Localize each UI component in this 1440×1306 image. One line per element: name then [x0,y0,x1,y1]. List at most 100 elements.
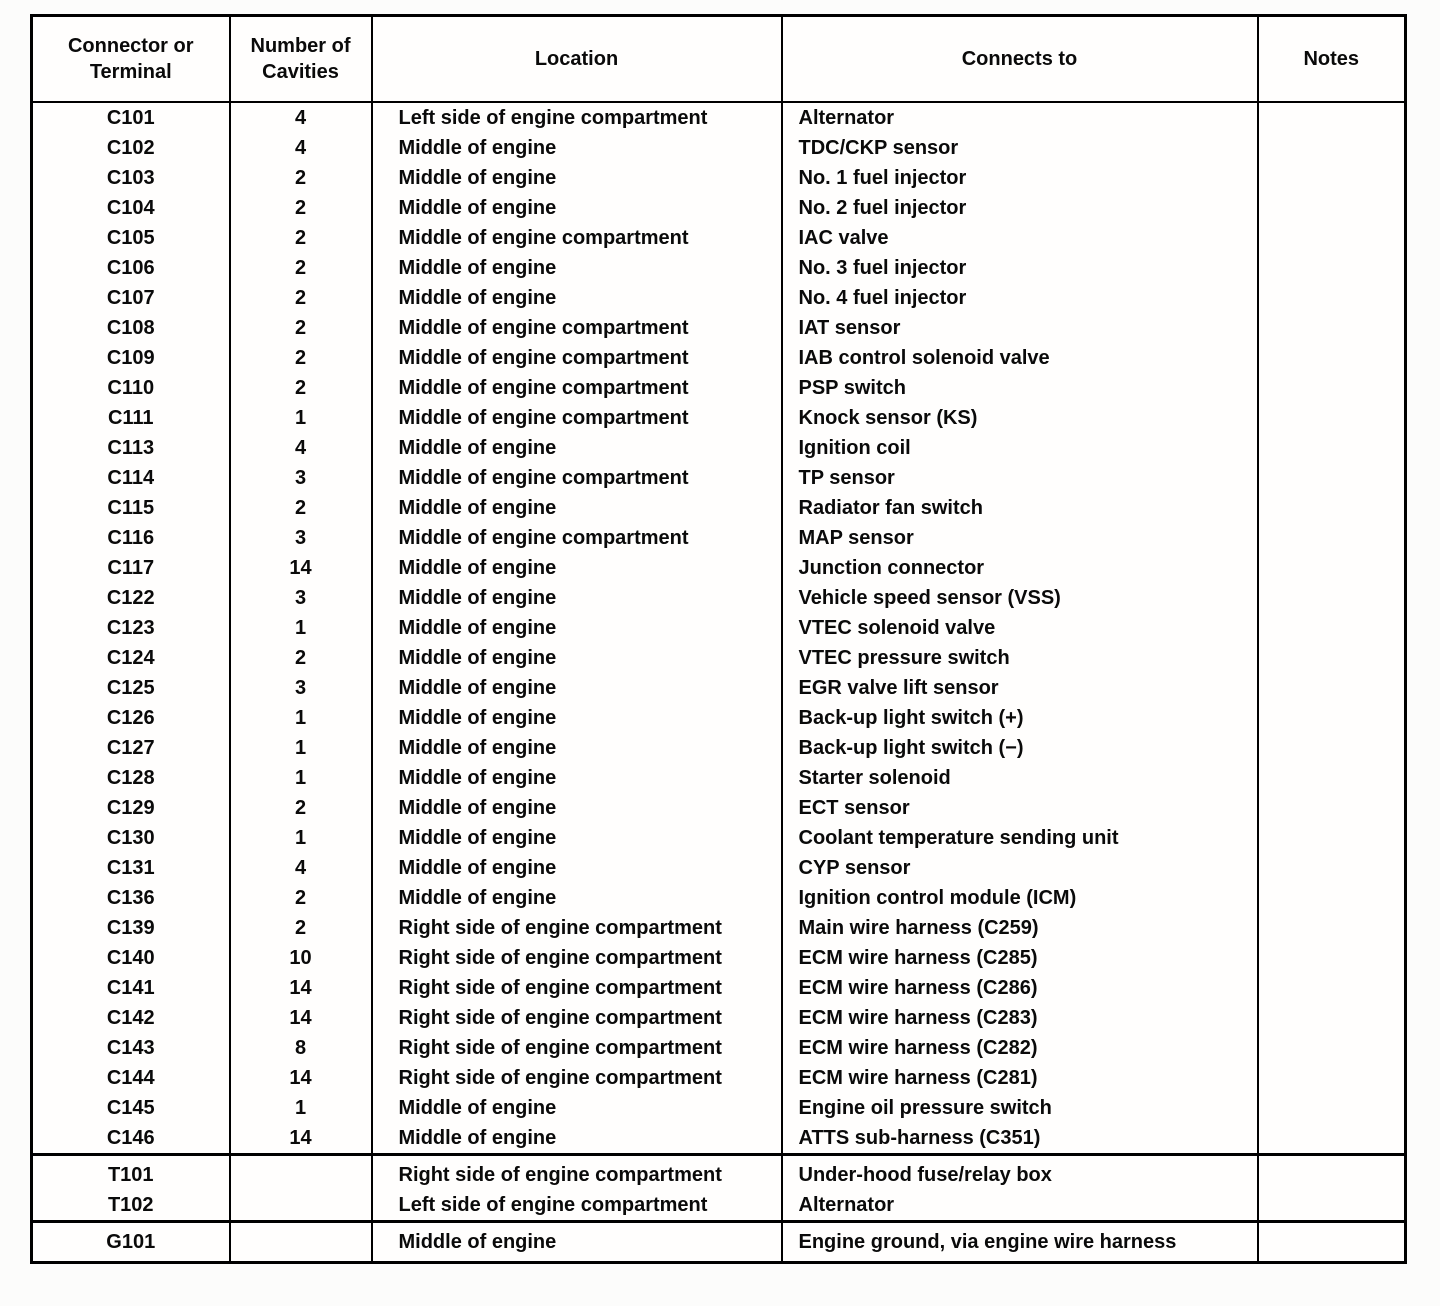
location-cell: Middle of engine [370,1123,783,1155]
table-row: C113 4 Middle of engine Ignition coil [30,433,1407,463]
location-cell: Left side of engine compartment [370,102,783,133]
notes-cell [1256,403,1407,433]
connects-to-cell: Coolant temperature sending unit [780,823,1259,853]
notes-cell [1256,943,1407,973]
notes-cell [1256,433,1407,463]
location-cell: Middle of engine compartment [370,373,783,403]
table-row: C127 1 Middle of engine Back-up light switc… [30,733,1407,763]
notes-cell [1256,613,1407,643]
cavities-cell: 3 [228,523,373,553]
location-cell: Right side of engine compartment [370,1033,783,1063]
table-row: C102 4 Middle of engine TDC/CKP sensor [30,133,1407,163]
location-cell: Middle of engine [370,793,783,823]
notes-cell [1256,493,1407,523]
location-cell: Middle of engine [370,1220,783,1263]
location-cell: Middle of engine compartment [370,223,783,253]
connects-to-cell: IAT sensor [780,313,1259,343]
table-row: C105 2 Middle of engine compartment IAC val… [30,223,1407,253]
connects-to-cell: No. 2 fuel injector [780,193,1259,223]
notes-cell [1256,973,1407,1003]
location-cell: Right side of engine compartment [370,1063,783,1093]
cavities-cell: 2 [228,313,373,343]
cavities-cell: 10 [228,943,373,973]
notes-cell [1256,193,1407,223]
location-cell: Middle of engine [370,673,783,703]
table-row: C106 2 Middle of engine No. 3 fuel injector [30,253,1407,283]
location-cell: Middle of engine [370,883,783,913]
location-cell: Middle of engine compartment [370,343,783,373]
notes-cell [1256,703,1407,733]
connector-cell: C142 [30,1003,231,1033]
table-row: C124 2 Middle of engine VTEC pressure switc… [30,643,1407,673]
cavities-cell: 14 [228,973,373,1003]
location-cell: Left side of engine compartment [370,1190,783,1222]
connects-to-cell: Radiator fan switch [780,493,1259,523]
table-row: C103 2 Middle of engine No. 1 fuel injector [30,163,1407,193]
connector-cell: C115 [30,493,231,523]
cavities-cell: 2 [228,373,373,403]
connects-to-cell: Main wire harness (C259) [780,913,1259,943]
cavities-cell: 1 [228,733,373,763]
cavities-cell: 2 [228,253,373,283]
notes-cell [1256,253,1407,283]
table-row: C145 1 Middle of engine Engine oil pressure… [30,1093,1407,1123]
header-row: Connector or Terminal Number of Cavities… [30,15,1407,103]
table-row: C115 2 Middle of engine Radiator fan switch [30,493,1407,523]
notes-cell [1256,1033,1407,1063]
connector-cell: T101 [30,1153,231,1190]
cavities-cell [228,1220,373,1263]
notes-cell [1256,793,1407,823]
cavities-cell: 2 [228,163,373,193]
notes-cell [1256,133,1407,163]
notes-cell [1256,673,1407,703]
connector-cell: C146 [30,1123,231,1155]
location-cell: Right side of engine compartment [370,1003,783,1033]
connects-to-cell: Engine oil pressure switch [780,1093,1259,1123]
connector-cell: C105 [30,223,231,253]
connects-to-cell: Alternator [780,102,1259,133]
cavities-cell: 2 [228,493,373,523]
connector-cell: C108 [30,313,231,343]
connector-cell: C131 [30,853,231,883]
table-header: Connector or Terminal Number of Cavities… [30,15,1407,103]
location-cell: Middle of engine [370,433,783,463]
connector-cell: C126 [30,703,231,733]
table-row: C139 2 Right side of engine compartment Mai… [30,913,1407,943]
connector-cell: C123 [30,613,231,643]
connector-cell: C110 [30,373,231,403]
location-cell: Middle of engine [370,163,783,193]
table-body: C101 4 Left side of engine compartment Alte… [30,102,1407,1263]
location-cell: Middle of engine [370,613,783,643]
cavities-cell [228,1190,373,1222]
table-row: C125 3 Middle of engine EGR valve lift sens… [30,673,1407,703]
connects-to-cell: PSP switch [780,373,1259,403]
connector-cell: C143 [30,1033,231,1063]
connects-to-cell: No. 3 fuel injector [780,253,1259,283]
table-row: C126 1 Middle of engine Back-up light switc… [30,703,1407,733]
table-row: C144 14 Right side of engine compartment EC… [30,1063,1407,1093]
location-cell: Middle of engine [370,823,783,853]
table-row: C116 3 Middle of engine compartment MAP sen… [30,523,1407,553]
cavities-cell: 2 [228,883,373,913]
notes-cell [1256,463,1407,493]
connector-table: Connector or Terminal Number of Cavities… [30,14,1407,1264]
connects-to-cell: ECM wire harness (C285) [780,943,1259,973]
table-row: C128 1 Middle of engine Starter solenoid [30,763,1407,793]
notes-cell [1256,1093,1407,1123]
cavities-cell: 3 [228,673,373,703]
cavities-cell: 4 [228,133,373,163]
connector-cell: C128 [30,763,231,793]
connects-to-cell: Vehicle speed sensor (VSS) [780,583,1259,613]
notes-cell [1256,1153,1407,1190]
cavities-cell: 2 [228,793,373,823]
location-cell: Right side of engine compartment [370,1153,783,1190]
connector-cell: C144 [30,1063,231,1093]
header-connector-or-terminal: Connector or Terminal [30,15,231,103]
location-cell: Middle of engine [370,493,783,523]
connects-to-cell: CYP sensor [780,853,1259,883]
location-cell: Middle of engine compartment [370,523,783,553]
notes-cell [1256,283,1407,313]
connector-cell: C106 [30,253,231,283]
table-row: C129 2 Middle of engine ECT sensor [30,793,1407,823]
table-row: C104 2 Middle of engine No. 2 fuel injector [30,193,1407,223]
